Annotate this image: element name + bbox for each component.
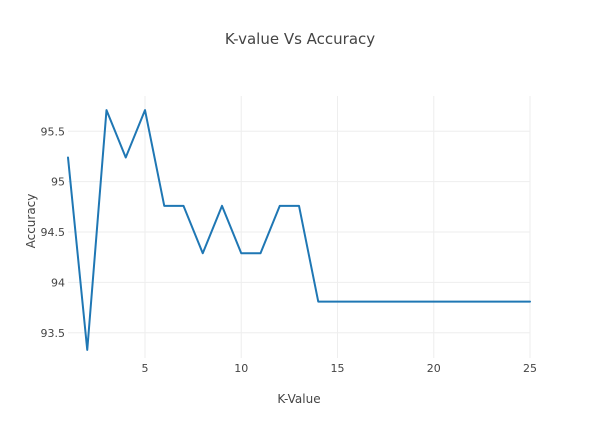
y-tick-label: 93.5 — [41, 327, 66, 340]
chart-title: K-value Vs Accuracy — [225, 30, 375, 48]
grid — [68, 96, 531, 358]
y-tick-label: 94 — [51, 276, 65, 289]
x-tick-label: 10 — [234, 362, 248, 375]
series-layer — [67, 109, 531, 351]
x-tick-label: 15 — [331, 362, 345, 375]
series-line — [67, 109, 531, 351]
x-axis-title: K-Value — [277, 392, 320, 406]
y-tick-label: 95 — [51, 176, 65, 189]
x-axis-ticks: 5 10 15 20 25 — [142, 362, 538, 375]
y-axis-ticks: 93.5 94 94.5 95 95.5 — [41, 125, 66, 340]
x-tick-label: 5 — [142, 362, 149, 375]
y-tick-label: 94.5 — [41, 226, 66, 239]
x-tick-label: 20 — [427, 362, 441, 375]
x-tick-label: 25 — [523, 362, 537, 375]
y-tick-label: 95.5 — [41, 125, 66, 138]
y-axis-title: Accuracy — [24, 194, 38, 249]
